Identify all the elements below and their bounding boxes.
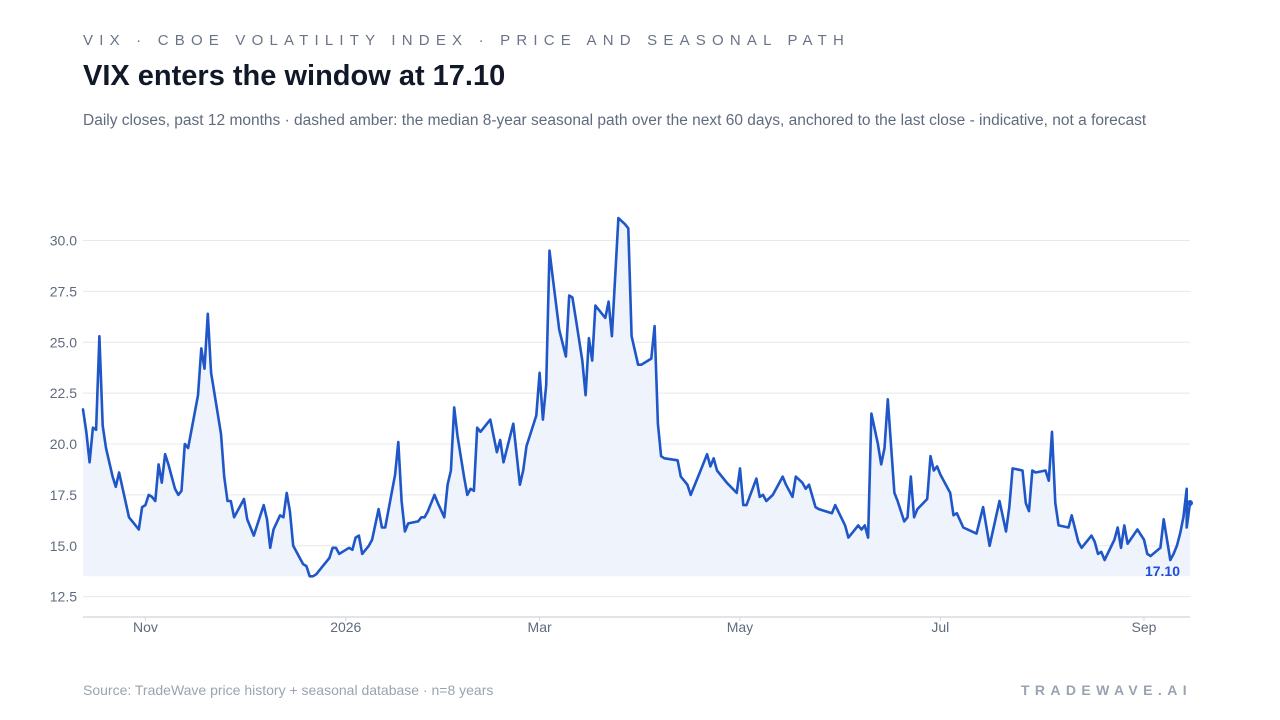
x-tick-label: Nov (133, 619, 158, 635)
y-tick-label: 22.5 (50, 385, 77, 401)
x-tick-label: May (727, 619, 753, 635)
last-value-label: 17.10 (1145, 563, 1180, 579)
y-tick-label: 27.5 (50, 283, 77, 299)
chart-subtitle: Daily closes, past 12 months · dashed am… (83, 112, 1147, 129)
line-layer (81, 216, 1193, 578)
series-area (83, 218, 1190, 577)
chart-title: VIX enters the window at 17.10 (83, 60, 506, 92)
y-tick-label: 20.0 (50, 436, 77, 452)
last-point (1187, 500, 1193, 507)
label-layer: 17.10 (1145, 563, 1180, 579)
axis-layer: 12.5 15.0 17.5 20.0 22.5 25.0 27.5 30.0 Nov 2026 M… (50, 233, 1190, 635)
y-tick-label: 15.0 (50, 538, 77, 554)
y-tick-label: 12.5 (50, 589, 77, 605)
chart-eyebrow: VIX · CBOE VOLATILITY INDEX · PRICE AND … (83, 32, 851, 49)
x-tick-label: Mar (528, 619, 552, 635)
series-line (81, 216, 1192, 578)
footer-source: Source: TradeWave price history + season… (83, 682, 494, 698)
x-tick-label: Sep (1132, 619, 1157, 635)
y-tick-label: 30.0 (50, 233, 77, 249)
x-tick-label: 2026 (330, 619, 361, 635)
y-tick-label: 17.5 (50, 487, 77, 503)
area-layer (83, 218, 1190, 577)
footer-brand: TRADEWAVE.AI (1020, 682, 1192, 698)
y-tick-label: 25.0 (50, 334, 77, 350)
x-tick-label: Jul (931, 619, 949, 635)
